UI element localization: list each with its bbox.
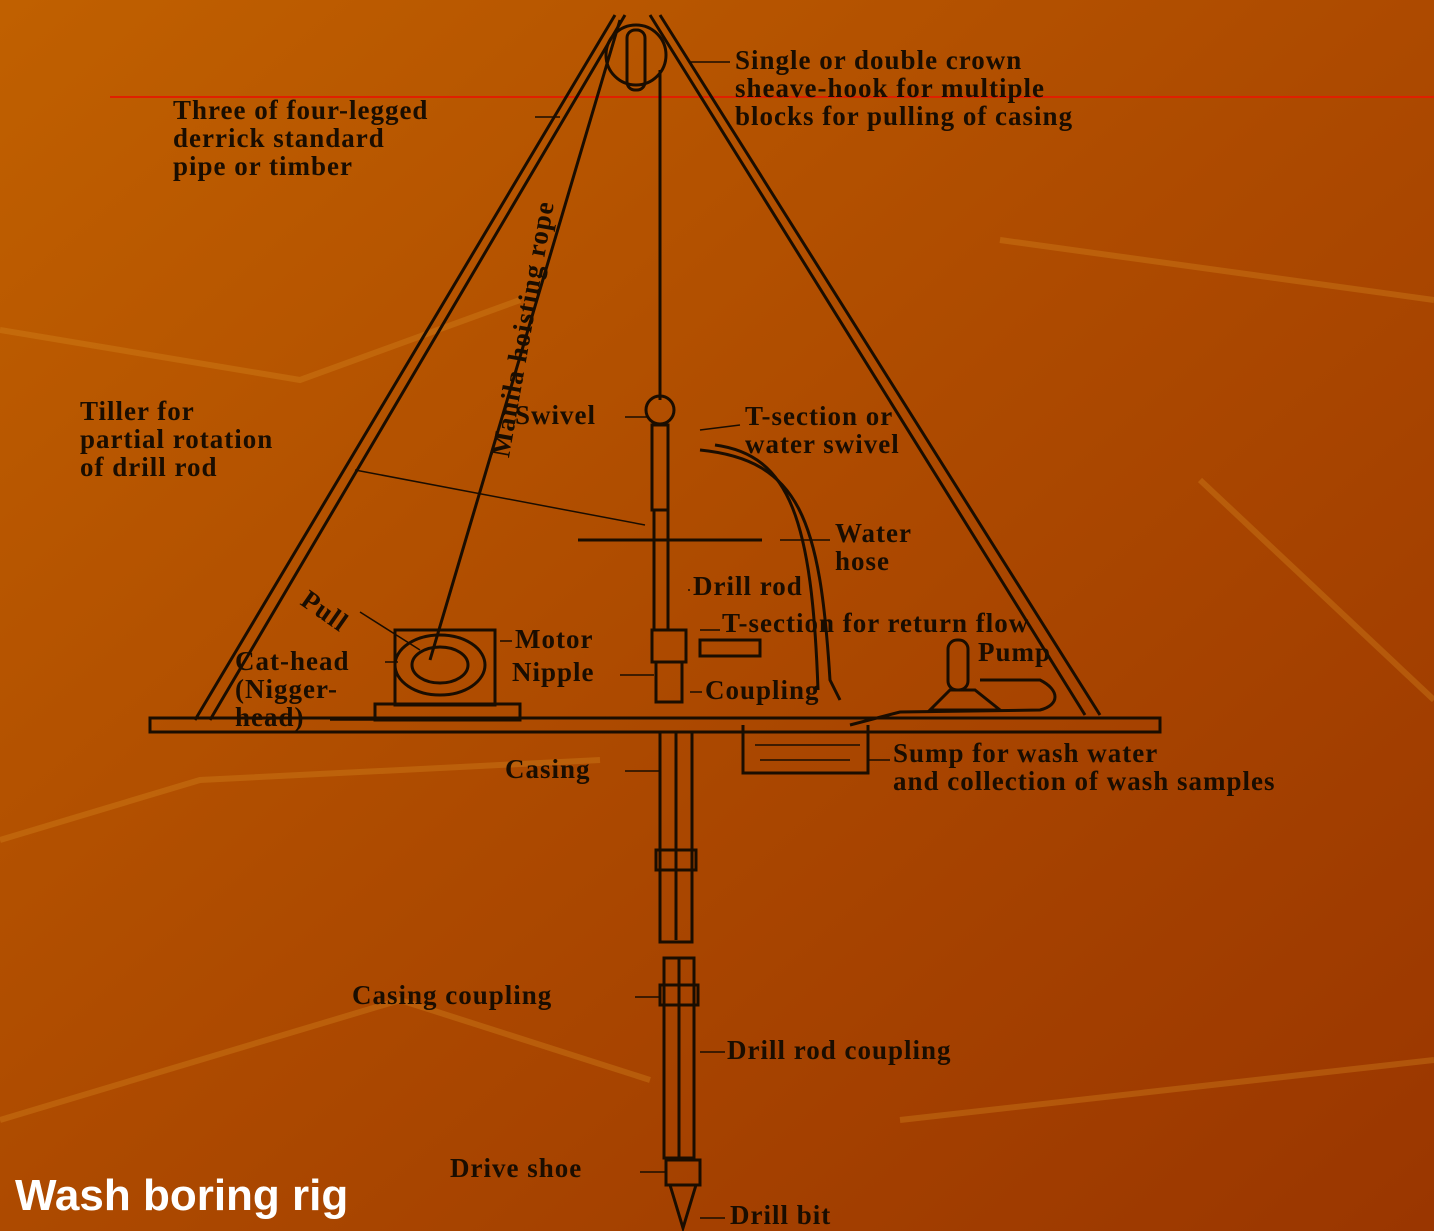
label: Cat-head(Nigger-head) (235, 646, 350, 732)
label: Drive shoe (450, 1153, 582, 1183)
rig-drawing (148, 14, 1162, 1231)
label: Casing (505, 754, 591, 784)
label-line: blocks for pulling of casing (735, 101, 1073, 131)
label-line: Sump for wash water (893, 738, 1158, 768)
label-line: Motor (515, 624, 593, 654)
label-line: Coupling (705, 675, 820, 705)
label-line: (Nigger- (235, 674, 338, 704)
label: Coupling (705, 675, 820, 705)
label-line: water swivel (745, 429, 900, 459)
slide-title: Wash boring rig (15, 1171, 348, 1220)
label: Casing coupling (352, 980, 552, 1010)
label: Drill rod (693, 571, 803, 601)
background-streaks (0, 237, 1434, 1123)
label-line: partial rotation (80, 424, 273, 454)
label: Nipple (512, 657, 595, 687)
label: Motor (515, 624, 593, 654)
label-line: Drive shoe (450, 1153, 582, 1183)
label-line: Drill rod (693, 571, 803, 601)
label: Drill bit (730, 1200, 831, 1230)
label-line: Drill bit (730, 1200, 831, 1230)
label-line: Pump (978, 637, 1051, 667)
label-line: Casing (505, 754, 591, 784)
label-line: Drill rod coupling (727, 1035, 952, 1065)
label-line: Water (835, 518, 912, 548)
label: Drill rod coupling (727, 1035, 952, 1065)
label-line: of drill rod (80, 452, 218, 482)
label-line: Tiller for (80, 396, 195, 426)
label: T-section for return flow (722, 608, 1029, 638)
label-line: Three of four-legged (173, 95, 428, 125)
label: Pump (978, 637, 1051, 667)
label-line: T-section for return flow (722, 608, 1029, 638)
label-line: derrick standard (173, 123, 385, 153)
label-line: Single or double crown (735, 45, 1022, 75)
label-line: head) (235, 702, 305, 732)
label-line: pipe or timber (173, 151, 353, 181)
label-line: T-section or (745, 401, 893, 431)
label-line: Casing coupling (352, 980, 552, 1010)
label-line: Nipple (512, 657, 595, 687)
label-line: Cat-head (235, 646, 350, 676)
label-line: sheave-hook for multiple (735, 73, 1045, 103)
label-line: Swivel (515, 400, 596, 430)
label-line: hose (835, 546, 890, 576)
label: Swivel (515, 400, 596, 430)
label-line: and collection of wash samples (893, 766, 1276, 796)
